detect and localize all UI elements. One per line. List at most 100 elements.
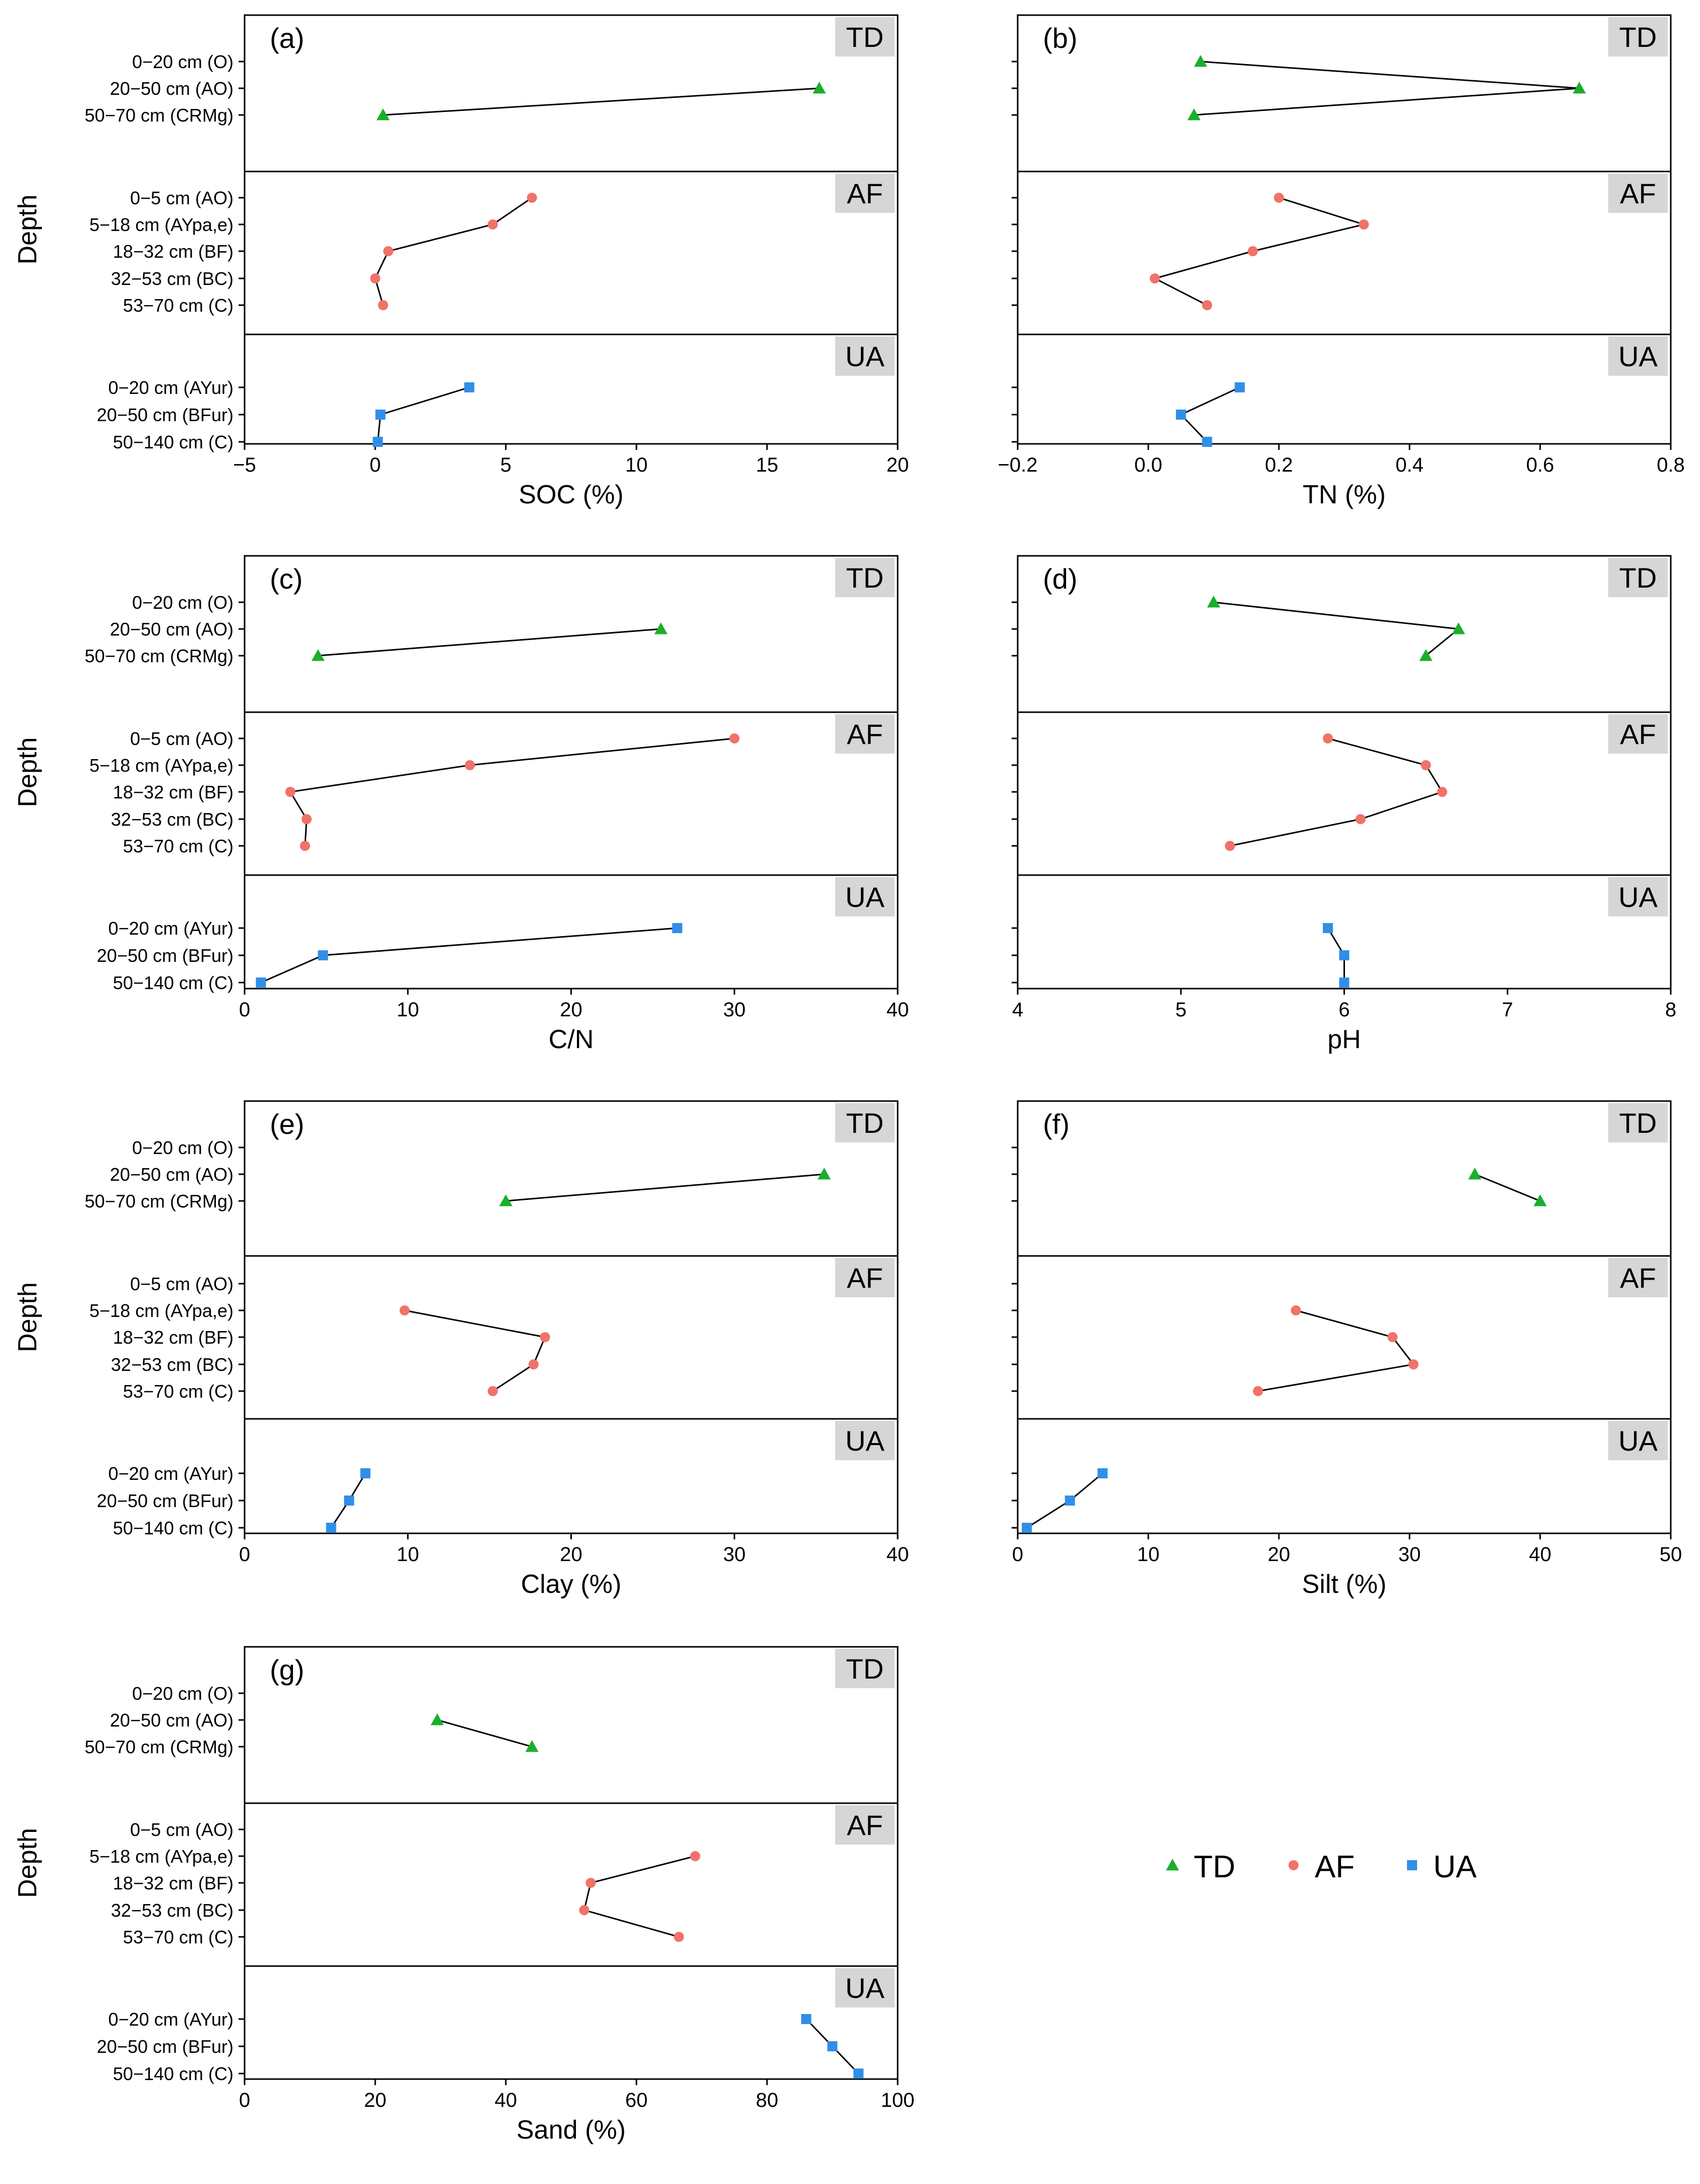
strip-AF-label: AF (847, 1262, 883, 1294)
depth-label: 53−70 cm (C) (123, 1927, 233, 1947)
panel-g: TD AF UA (g) 0−20 cm (O) 20−50 cm (AO) 50−70 c… (13, 1646, 914, 2145)
data-point-TD (1468, 1168, 1482, 1180)
data-point-UA (360, 1468, 371, 1478)
data-point-AF (1274, 193, 1284, 203)
x-tick-label: 60 (625, 2089, 648, 2111)
facet-AF (244, 1255, 899, 1420)
series-line-TD (1194, 61, 1579, 116)
facet-AF (1017, 711, 1672, 876)
panel-c: TD AF UA (c) 0−20 cm (O) 20−50 cm (AO) 50−70 c… (13, 555, 909, 1054)
depth-label: 50−140 cm (C) (113, 2063, 233, 2084)
x-axis-title: Sand (%) (516, 2115, 626, 2145)
data-point-AF (529, 1359, 539, 1369)
facet-TD (244, 1100, 899, 1257)
depth-label: 5−18 cm (AYpa,e) (89, 755, 233, 776)
data-point-UA (1202, 437, 1212, 447)
strip-AF-bg (835, 714, 895, 754)
depth-label: 50−70 cm (CRMg) (85, 646, 233, 666)
strip-UA-label: UA (1618, 340, 1658, 372)
depth-label: 50−70 cm (CRMg) (85, 1737, 233, 1757)
y-axis-title: Depth (13, 1282, 42, 1352)
series-line-TD (1474, 1173, 1541, 1202)
facet-TD (1017, 555, 1672, 713)
panel-letter: (b) (1043, 22, 1077, 54)
data-point-AF (370, 273, 380, 283)
data-point-TD (1572, 82, 1586, 94)
series-line-AF (289, 737, 735, 846)
x-tick-label: 10 (397, 999, 420, 1021)
strip-UA-bg (835, 877, 895, 916)
data-point-TD (1452, 622, 1465, 635)
x-tick-label: 30 (723, 999, 746, 1021)
depth-label: 20−50 cm (AO) (110, 1710, 233, 1731)
x-tick-label: 0.4 (1395, 454, 1424, 476)
series-line-AF (583, 1855, 695, 1938)
data-point-AF (579, 1905, 590, 1915)
strip-TD-label: TD (1619, 562, 1657, 594)
legend: TD AF UA (1166, 1850, 1477, 1884)
data-point-AF (526, 193, 537, 203)
x-tick-label: 0.6 (1526, 454, 1554, 476)
series-line-AF (1258, 1309, 1415, 1392)
series-line-TD (505, 1173, 825, 1202)
strip-UA-label: UA (1618, 1425, 1658, 1457)
x-tick-label: 30 (1398, 1543, 1421, 1566)
x-tick-label: 15 (756, 454, 779, 476)
x-tick-label: 6 (1338, 999, 1350, 1021)
depth-label: 0−20 cm (O) (132, 592, 233, 613)
panel-letter: (c) (270, 563, 303, 595)
data-point-AF (540, 1332, 550, 1342)
panel-letter: (g) (270, 1654, 304, 1686)
strip-TD-bg (1608, 1103, 1668, 1142)
depth-label: 32−53 cm (BC) (111, 1354, 233, 1375)
depth-label: 20−50 cm (AO) (110, 1164, 233, 1185)
data-point-UA (801, 2014, 811, 2024)
panel-e: TD AF UA (e) 0−20 cm (O) 20−50 cm (AO) 50−70 c… (13, 1100, 909, 1599)
facet-TD (1017, 1100, 1672, 1257)
facet-UA (1017, 333, 1672, 445)
depth-label: 0−20 cm (O) (132, 51, 233, 72)
x-tick-label: 20 (1268, 1543, 1291, 1566)
x-tick-label: 0.8 (1657, 454, 1685, 476)
x-axis-title: pH (1327, 1025, 1361, 1054)
data-point-AF (1253, 1386, 1263, 1396)
series-line-TD (383, 87, 819, 116)
data-point-AF (1323, 733, 1333, 743)
data-point-AF (1248, 246, 1258, 256)
data-point-AF (378, 300, 388, 310)
x-tick-label: 0 (370, 454, 381, 476)
depth-label: 0−5 cm (AO) (130, 1819, 233, 1840)
facet-UA (244, 333, 899, 445)
depth-label: 32−53 cm (BC) (111, 809, 233, 830)
data-point-TD (654, 622, 668, 635)
data-point-TD (1187, 108, 1201, 121)
data-point-TD (1534, 1194, 1547, 1206)
facet-TD (244, 14, 899, 173)
depth-label: 20−50 cm (BFur) (97, 1490, 233, 1511)
data-point-TD (812, 82, 826, 94)
strip-TD-label: TD (1619, 1107, 1657, 1139)
data-point-UA (1339, 978, 1350, 988)
depth-label: 50−70 cm (CRMg) (85, 1191, 233, 1212)
strip-TD-bg (835, 1103, 895, 1142)
strip-AF-bg (1608, 174, 1668, 213)
data-point-UA (1065, 1496, 1075, 1506)
series-line-TD (437, 1719, 533, 1748)
x-tick-label: 80 (756, 2089, 779, 2111)
data-point-AF (1224, 841, 1235, 851)
strip-AF-label: AF (1620, 1262, 1656, 1294)
x-tick-label: 0 (1012, 1543, 1023, 1566)
x-tick-label: 20 (560, 1543, 582, 1566)
series-line-AF (404, 1309, 546, 1392)
depth-label: 0−5 cm (AO) (130, 728, 233, 749)
data-point-AF (300, 841, 310, 851)
series-line-UA (1026, 1472, 1103, 1529)
data-point-TD (311, 649, 325, 661)
depth-label: 20−50 cm (AO) (110, 78, 233, 99)
depth-label: 0−20 cm (O) (132, 1683, 233, 1704)
depth-label: 0−5 cm (AO) (130, 188, 233, 208)
panel-letter: (a) (270, 22, 304, 54)
panel-a: TD AF UA (a) 0−20 cm (O) 20−50 cm (AO) 50−70 c… (13, 14, 909, 509)
series-line-UA (377, 386, 470, 442)
depth-label: 0−20 cm (AYur) (108, 1463, 233, 1484)
